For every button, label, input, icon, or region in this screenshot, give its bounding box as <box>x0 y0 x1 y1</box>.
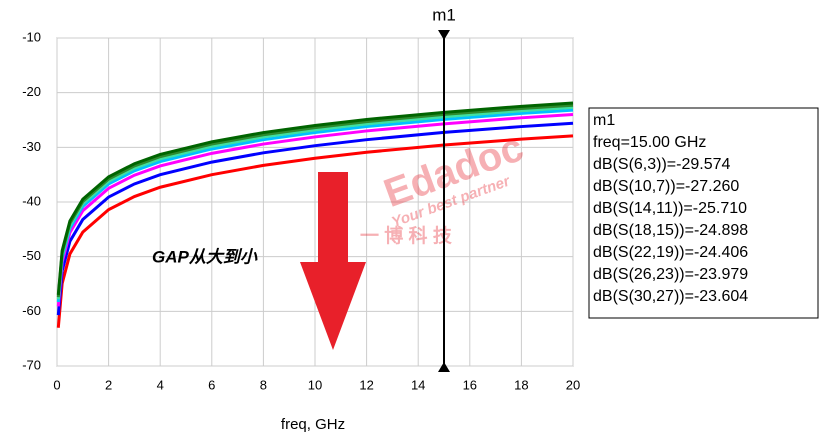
series-line <box>56 101 574 296</box>
marker-top <box>438 30 450 40</box>
y-tick-label: -40 <box>22 193 41 208</box>
readout-box <box>588 107 819 319</box>
x-tick-label: 12 <box>359 377 373 392</box>
readout-value: dB(S(22,19))=-24.406 <box>593 244 748 261</box>
y-tick-label: -20 <box>22 84 41 99</box>
series-line <box>56 121 574 316</box>
x-tick-label: 14 <box>411 377 425 392</box>
x-tick-label: 6 <box>208 377 215 392</box>
x-tick-label: 0 <box>53 377 60 392</box>
arrow-head <box>300 262 366 350</box>
annotation: GAP从大到小 <box>152 247 258 266</box>
x-tick-label: 16 <box>463 377 477 392</box>
readouts: m1 freq=15.00 GHz dB(S(6,3))=-29.574 dB(S(1… <box>593 112 748 305</box>
series-line <box>56 113 574 307</box>
lines <box>56 101 574 328</box>
y-tick-label: -30 <box>22 139 41 154</box>
x-tick-label: 4 <box>157 377 164 392</box>
marker: m1 <box>432 5 456 372</box>
x-tick-label: 20 <box>566 377 580 392</box>
y-tick-label: -70 <box>22 357 41 372</box>
x-tick-label: 10 <box>308 377 322 392</box>
readout-value: dB(S(30,27))=-23.604 <box>593 288 748 305</box>
arrow <box>300 172 366 350</box>
x-axis-label: freq, GHz <box>281 416 345 433</box>
readout-title: m1 <box>593 112 615 129</box>
marker-bottom <box>438 362 450 372</box>
x-tick-label: 18 <box>514 377 528 392</box>
readout-freq: freq=15.00 GHz <box>593 134 706 151</box>
readout-value: dB(S(10,7))=-27.260 <box>593 178 739 195</box>
y-tick-label: -60 <box>22 303 41 318</box>
x-tick-label: 2 <box>105 377 112 392</box>
readout-value: dB(S(14,11))=-25.710 <box>593 200 747 217</box>
watermark-company: 一 博 科 技 <box>360 224 453 247</box>
y-tick-label: -10 <box>22 29 41 44</box>
y-tick-label: -50 <box>22 248 41 263</box>
arrow-shaft <box>318 172 348 262</box>
grid <box>56 37 574 367</box>
x-tick-label: 8 <box>260 377 267 392</box>
readout-value: dB(S(6,3))=-29.574 <box>593 156 731 173</box>
marker-label: m1 <box>432 5 456 24</box>
series-line <box>56 134 574 328</box>
readout-value: dB(S(18,15))=-24.898 <box>593 222 748 239</box>
readout-value: dB(S(26,23))=-23.979 <box>593 266 748 283</box>
